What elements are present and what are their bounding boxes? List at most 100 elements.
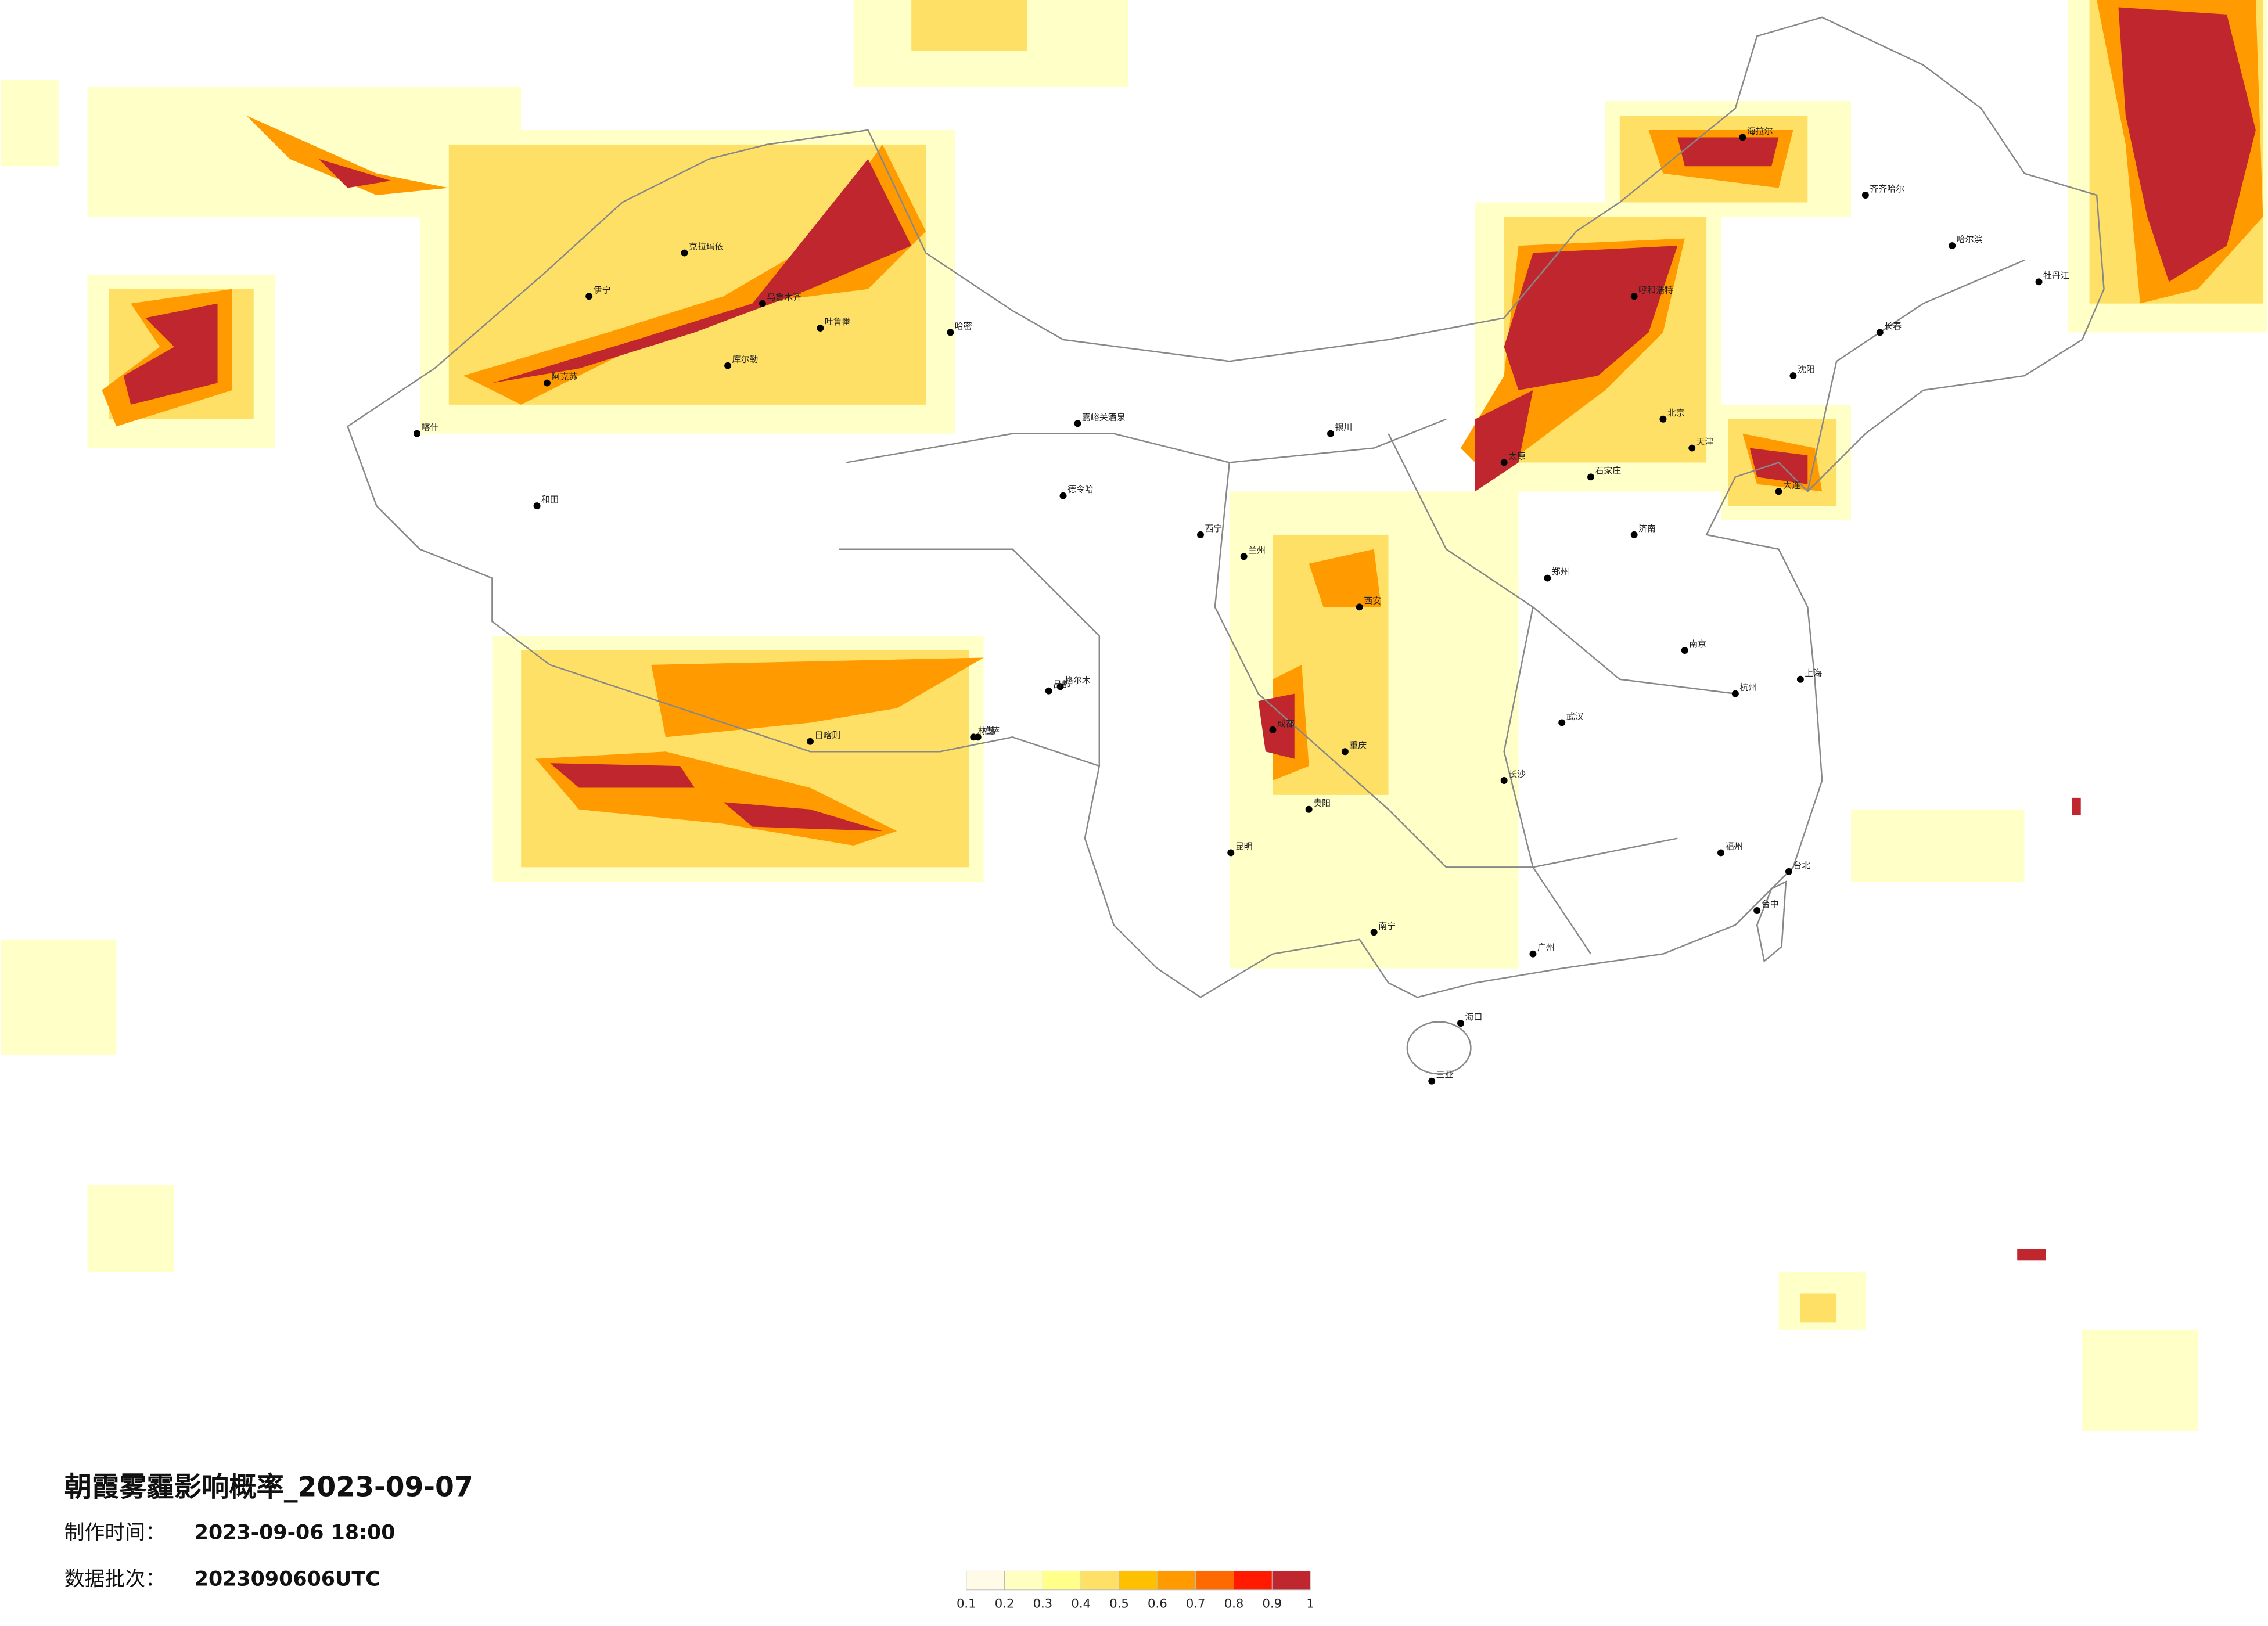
city-label: 喀什: [421, 422, 438, 433]
city-dot: [1305, 805, 1313, 813]
city-label: 和田: [541, 494, 559, 505]
city-dot: [1876, 329, 1884, 336]
city-label: 日喀则: [814, 730, 840, 740]
legend-tick-label: 0.2: [995, 1596, 1015, 1611]
city-dot: [1796, 675, 1804, 683]
header: 朝霞雾霾影响概率_2023-09-07 制作时间： 2023-09-06 18:…: [64, 1472, 473, 1591]
city-label: 太原: [1508, 451, 1526, 461]
city-label: 克拉玛依: [689, 242, 724, 252]
city-dot: [1739, 134, 1746, 141]
city-dot: [1370, 929, 1378, 936]
city-label: 德令哈: [1067, 484, 1094, 495]
city-label: 库尔勒: [732, 354, 759, 365]
city-label: 呼和浩特: [1638, 285, 1673, 295]
city-label: 伊宁: [594, 285, 611, 295]
city-dot: [544, 379, 551, 387]
city-label: 昆明: [1235, 841, 1253, 851]
city-dot: [1717, 849, 1724, 857]
city-label: 南宁: [1378, 920, 1396, 931]
city-dot: [1785, 868, 1792, 875]
legend-swatch: [1004, 1570, 1043, 1591]
city-dot: [947, 329, 954, 336]
city-dot: [414, 430, 420, 437]
city-label: 三亚: [1436, 1070, 1454, 1080]
legend: 0.1 0.2 0.3 0.4 0.5 0.6 0.7 0.8 0.9 1: [957, 1570, 1314, 1611]
city-label: 牡丹江: [2043, 270, 2069, 280]
city-label: 昌都: [1053, 679, 1070, 690]
city-label: 贵阳: [1313, 798, 1331, 808]
city-dot: [970, 733, 977, 741]
city-dot: [724, 362, 732, 369]
city-dot: [1457, 1020, 1464, 1027]
city-dot: [1059, 492, 1067, 499]
city-dot: [1587, 473, 1594, 481]
city-label: 拉萨: [982, 725, 1000, 736]
legend-tick-label: 0.7: [1186, 1596, 1206, 1611]
legend-tick-label: 1: [1306, 1596, 1314, 1611]
city-label: 上海: [1805, 668, 1822, 678]
city-dot: [1428, 1077, 1436, 1085]
legend-tick-label: 0.4: [1071, 1596, 1091, 1611]
city-label: 齐齐哈尔: [1870, 184, 1904, 194]
city-label: 杭州: [1739, 682, 1757, 693]
city-dot: [1688, 444, 1696, 452]
city-dot: [1240, 553, 1248, 560]
legend-tick-label: 0.9: [1263, 1596, 1282, 1611]
city-label: 成都: [1277, 718, 1295, 729]
city-label: 台北: [1793, 860, 1810, 870]
city-label: 格尔木: [1065, 675, 1091, 685]
legend-swatch: [1042, 1570, 1081, 1591]
city-label: 台中: [1762, 899, 1779, 909]
city-dot: [817, 325, 824, 332]
city-label: 天津: [1696, 437, 1714, 447]
legend-tick-label: 0.1: [957, 1596, 976, 1611]
city-dot: [1949, 242, 1956, 250]
city-label: 嘉峪关酒泉: [1082, 412, 1126, 422]
legend-swatch: [1234, 1570, 1273, 1591]
haze-field: [1, 0, 2267, 1431]
made-label: 制作时间：: [64, 1521, 166, 1545]
city-dot: [1558, 719, 1566, 726]
batch-value: 2023090606UTC: [195, 1567, 380, 1591]
city-label: 济南: [1638, 523, 1656, 534]
city-dot: [1500, 459, 1508, 466]
legend-swatch: [1157, 1570, 1196, 1591]
city-label: 长沙: [1508, 769, 1526, 779]
city-dot: [1630, 531, 1638, 538]
legend-swatch: [1195, 1570, 1235, 1591]
legend-swatch: [1119, 1570, 1158, 1591]
city-dot: [1681, 647, 1688, 654]
city-dot: [1500, 777, 1508, 784]
city-dot: [1861, 192, 1869, 199]
city-label: 郑州: [1552, 567, 1569, 577]
city-dot: [1529, 950, 1537, 958]
city-label: 银川: [1335, 422, 1352, 433]
city-dot: [1753, 907, 1761, 914]
city-dot: [1630, 293, 1638, 300]
batch-label: 数据批次：: [64, 1567, 166, 1591]
legend-tick-label: 0.5: [1109, 1596, 1129, 1611]
title: 朝霞雾霾影响概率_2023-09-07: [64, 1472, 473, 1503]
city-label: 大连: [1783, 480, 1800, 490]
city-label: 阿克苏: [551, 372, 577, 382]
city-label: 长春: [1884, 321, 1902, 331]
city-dot: [1045, 687, 1052, 695]
city-dot: [807, 738, 814, 745]
city-label: 北京: [1667, 408, 1685, 418]
city-dot: [2035, 278, 2043, 286]
city-label: 西宁: [1205, 523, 1222, 534]
city-label: 吐鲁番: [825, 316, 851, 327]
city-dot: [1327, 430, 1334, 437]
city-dot: [1269, 726, 1277, 733]
city-dot: [759, 300, 766, 307]
city-label: 兰州: [1248, 545, 1266, 555]
city-dot: [1056, 683, 1064, 690]
city-label: 哈尔滨: [1957, 234, 1983, 244]
city-label: 乌鲁木齐: [767, 292, 801, 303]
city-label: 哈密: [955, 321, 972, 331]
legend-tick-label: 0.8: [1224, 1596, 1244, 1611]
city-dot: [1197, 531, 1204, 538]
city-label: 南京: [1689, 639, 1706, 649]
legend-swatch: [966, 1570, 1005, 1591]
city-label: 海口: [1465, 1012, 1482, 1022]
